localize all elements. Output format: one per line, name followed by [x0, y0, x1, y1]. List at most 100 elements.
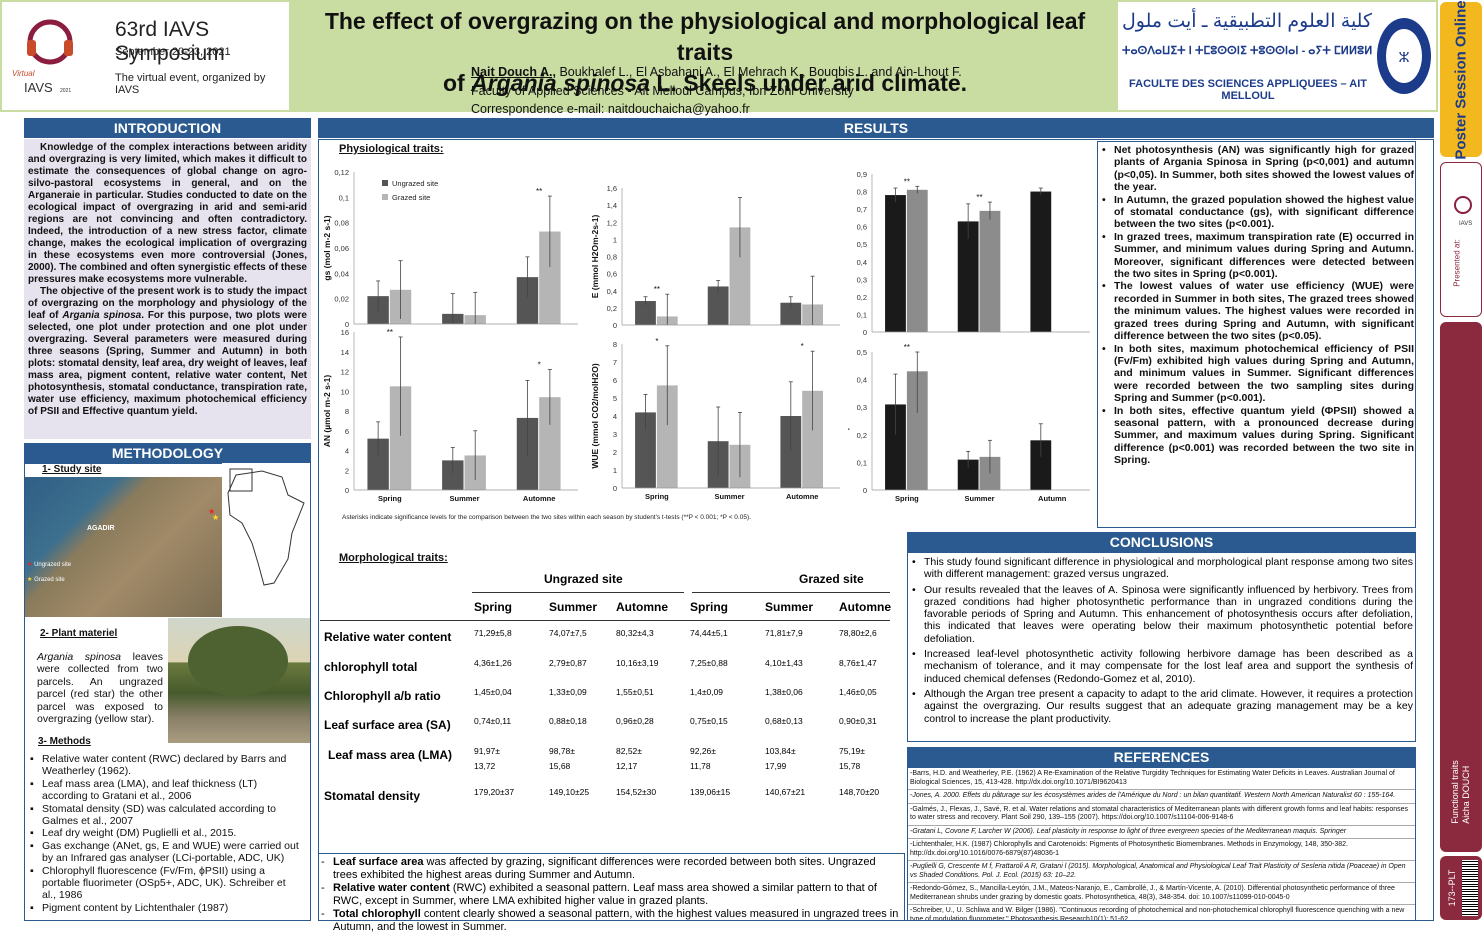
table-cell: 71,29±5,8 [474, 628, 512, 638]
bar-fvfm [885, 195, 906, 332]
y-tick-label: 0 [345, 486, 349, 495]
significance-mark: ** [904, 343, 910, 352]
table-col-header: Automne [616, 600, 668, 614]
y-tick-label: 0,3 [857, 275, 867, 284]
table-cell: 91,97± 13,72 [474, 746, 500, 771]
qr-code-icon [1462, 860, 1478, 916]
y-tick-label: 0,2 [857, 431, 867, 440]
y-tick-label: 1,6 [607, 184, 617, 193]
y-tick-label: 10 [341, 387, 349, 396]
y-tick-label: 5 [613, 394, 617, 403]
y-tick-label: 16 [341, 328, 349, 337]
y-tick-label: 0,8 [857, 188, 867, 197]
results-bullets-box [1097, 141, 1416, 528]
method-item: Pigment content by Lichtenthaler (1987) [28, 902, 302, 915]
y-axis-label: Fv/Fm [848, 240, 850, 265]
y-tick-label: 0 [863, 328, 867, 337]
x-tick-label: Automne [523, 494, 556, 503]
map-legend-grazed: ★ Grazed site [27, 577, 65, 583]
svg-text:IAVS: IAVS [1459, 221, 1472, 227]
y-tick-label: 0,1 [857, 458, 867, 467]
bar-WUE [656, 385, 678, 488]
bar-fvfm [1030, 191, 1052, 332]
y-tick-label: 0,6 [857, 223, 867, 232]
conclusions-list: This study found significant difference … [910, 556, 1413, 725]
bar-E [780, 302, 802, 325]
legend-swatch [382, 180, 388, 186]
bar-phipsii [885, 404, 906, 490]
result-item: In grazed trees, maximum transpiration r… [1100, 231, 1414, 281]
svg-text:ⵣ: ⵣ [1398, 49, 1409, 65]
reference-item: -Jones, A. 2000. Effets du pâturage sur … [908, 790, 1415, 804]
plant-material-text: Argania spinosa leaves were collected fr… [37, 651, 163, 726]
univ-tifinagh: ⵜⴰⵙⴷⴰⵡⵉⵜ ⵏ ⵜⵎⵓⵙⵙⵏⵉ ⵜⵓⵙⵙⵏⴰⵏ - ⴰⵢⵜ ⵎⵍⵍⵓⵍ [1122, 45, 1372, 57]
reference-item: -Redondo-Gómez, S., Mancilla-Leytón, J.M… [908, 883, 1415, 905]
y-tick-label: 0 [863, 486, 867, 495]
affiliation: Faculty of Applied Sciences - Ait Mellou… [471, 83, 854, 98]
bar-E [635, 301, 656, 325]
table-row-label: Relative water content [324, 630, 452, 644]
bar-WUE [802, 390, 824, 488]
y-tick-label: 6 [345, 427, 349, 436]
study-site-label: 1- Study site [42, 464, 102, 475]
significance-mark: * [801, 342, 804, 351]
bar-AN [389, 386, 412, 490]
table-col-header: Spring [690, 600, 728, 614]
methods-label: 3- Methods [38, 736, 91, 747]
y-tick-label: 0,04 [334, 269, 349, 278]
table-row-label: Chlorophyll a/b ratio [324, 689, 441, 703]
table-cell: 0,74±0,11 [474, 716, 512, 726]
table-row-label: Leaf surface area (SA) [324, 718, 451, 732]
bar-fvfm [906, 189, 928, 332]
y-axis-label: E (mmol H2Om-2s-1) [590, 215, 600, 299]
y-tick-label: 0,7 [857, 205, 867, 214]
symposium-event: The virtual event, organized by IAVS [115, 72, 266, 96]
plant-material-label: 2- Plant materiel [40, 628, 118, 639]
table-col-header: Automne [839, 600, 891, 614]
x-tick-label: Summer [965, 494, 995, 503]
table-cell: 140,67±21 [765, 787, 806, 797]
table-cell: 71,81±7,9 [765, 628, 803, 638]
conclusions-box [907, 552, 1416, 742]
svg-text:Virtual: Virtual [12, 69, 35, 78]
bar-AN [367, 438, 389, 490]
method-item: Leaf dry weight (DM) Puglielli et al., 2… [28, 827, 302, 840]
y-tick-label: 0,1 [857, 310, 867, 319]
table-cell: 10,16±3,19 [616, 658, 659, 668]
poster-title: The effect of overgrazing on the physiol… [300, 6, 1110, 99]
university-seal-icon: ⵣ [1377, 18, 1431, 94]
argan-tree-photo [168, 618, 310, 743]
title-line-1: The effect of overgrazing on the physiol… [324, 8, 1086, 65]
table-cell: 74,44±5,1 [690, 628, 728, 638]
table-cell: 82,52± 12,17 [616, 746, 642, 771]
table-cell: 1,55±0,51 [616, 687, 654, 697]
legend-swatch [382, 194, 388, 200]
result-item: Net photosynthesis (AN) was significantl… [1100, 144, 1414, 194]
symposium-title: 63rd IAVS Symposium [115, 18, 225, 65]
y-tick-label: 0,6 [607, 270, 617, 279]
bar-gs [539, 231, 561, 324]
univ-arabic: كلية العلوم التطبيقية ـ أيت ملول [1122, 11, 1373, 32]
table-group-grazed: Grazed site [799, 572, 864, 586]
significance-mark: ** [976, 193, 982, 202]
univ-french: FACULTE DES SCIENCES APPLIQUEES – AIT ME… [1129, 78, 1367, 102]
y-tick-label: 0,4 [607, 287, 617, 296]
table-cell: 74,07±7,5 [549, 628, 587, 638]
author-tag-box: Functional traits Aicha DOUCH [1440, 322, 1482, 852]
significance-mark: ** [654, 285, 660, 294]
morph-note: - Leaf surface area was affected by grazi… [321, 856, 876, 881]
result-item: In both sites, maximum photochemical eff… [1100, 343, 1414, 405]
y-tick-label: 0,5 [857, 240, 867, 249]
table-row-label: Leaf mass area (LMA) [328, 748, 453, 762]
y-tick-label: 3 [613, 430, 617, 439]
table-cell: 103,84± 17,99 [765, 746, 796, 771]
bar-phipsii [1030, 440, 1052, 490]
symposium-block: 63rd IAVS Symposium September 20-23, 202… [99, 2, 289, 110]
table-col-header: Summer [549, 600, 598, 614]
university-logo: كلية العلوم التطبيقية ـ أيت ملول ⵜⴰⵙⴷⴰⵡⵉ… [1118, 2, 1436, 110]
table-col-header: Summer [765, 600, 814, 614]
table-cell: 0,96±0,28 [616, 716, 654, 726]
y-tick-label: 0,2 [857, 293, 867, 302]
code-box: 173--PLT [1440, 856, 1482, 920]
results-heading: RESULTS [318, 118, 1434, 138]
